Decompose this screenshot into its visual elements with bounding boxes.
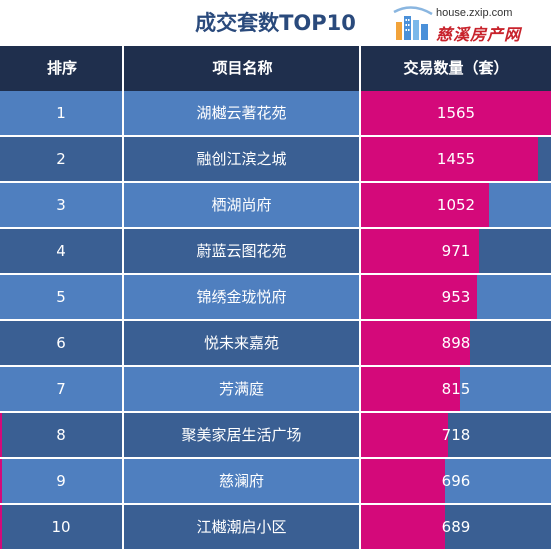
- name-cell-bg: [124, 321, 359, 365]
- volume-bar: [361, 275, 477, 319]
- volume-bar: [361, 367, 460, 411]
- table-row: 2 融创江滨之城 1455: [0, 137, 551, 181]
- volume-value: 971: [441, 242, 471, 260]
- name-cell-bg: [124, 459, 359, 503]
- table-row: 3 栖湖尚府 1052: [0, 183, 551, 227]
- table-row: 6 悦未来嘉苑 898: [0, 321, 551, 365]
- volume-value: 898: [441, 334, 471, 352]
- name-cell-bg: [124, 91, 359, 135]
- rank-label: 4: [56, 242, 66, 260]
- rank-cell-bg: [0, 413, 122, 457]
- project-name: 栖湖尚府: [211, 196, 272, 214]
- project-name: 蔚蓝云图花苑: [196, 242, 287, 260]
- rank-label: 10: [51, 518, 71, 536]
- volume-bar: [361, 413, 448, 457]
- logo-url: house.zxip.com: [436, 7, 513, 19]
- name-cell-bg: [124, 137, 359, 181]
- name-cell-bg: [124, 367, 359, 411]
- table-row: 9 慈澜府 696: [0, 459, 551, 503]
- row-accent-mark: [0, 413, 2, 457]
- volume-value: 1052: [436, 196, 476, 214]
- rank-label: 3: [56, 196, 66, 214]
- volume-value: 689: [441, 518, 471, 536]
- volume-value: 1455: [436, 150, 476, 168]
- table-row: 10 江樾潮启小区 689: [0, 505, 551, 549]
- table-row: 1 湖樾云著花苑 1565: [0, 91, 551, 135]
- rank-label: 9: [56, 472, 66, 490]
- rank-cell-bg: [0, 91, 122, 135]
- header-rank: 排序: [46, 59, 77, 77]
- table-row: 7 芳满庭 815: [0, 367, 551, 411]
- project-name: 江樾潮启小区: [196, 518, 287, 536]
- header-divider: [122, 46, 124, 91]
- project-name: 湖樾云著花苑: [196, 104, 287, 122]
- table-row: 5 锦绣金珑悦府 953: [0, 275, 551, 319]
- rank-cell-bg: [0, 505, 122, 549]
- volume-bar: [361, 321, 470, 365]
- rank-cell-bg: [0, 229, 122, 273]
- row-accent-mark: [0, 505, 2, 549]
- rank-label: 2: [56, 150, 66, 168]
- chart-title: 成交套数TOP10: [195, 11, 356, 35]
- row-accent-mark: [0, 459, 2, 503]
- logo-name: 慈溪房产网: [436, 25, 522, 44]
- volume-bar: [361, 459, 445, 503]
- rank-cell-bg: [0, 367, 122, 411]
- name-cell-bg: [124, 275, 359, 319]
- project-name: 悦未来嘉苑: [203, 334, 279, 352]
- volume-value: 953: [441, 288, 471, 306]
- table-row: 4 蔚蓝云图花苑 971: [0, 229, 551, 273]
- header-divider: [359, 46, 361, 91]
- rank-cell-bg: [0, 275, 122, 319]
- rank-label: 1: [56, 104, 66, 122]
- header-name: 项目名称: [212, 59, 273, 77]
- volume-value: 815: [441, 380, 471, 398]
- volume-value: 1565: [436, 104, 476, 122]
- rank-cell-bg: [0, 137, 122, 181]
- city-buildings-icon: [393, 6, 433, 40]
- name-cell-bg: [124, 229, 359, 273]
- project-name: 芳满庭: [218, 380, 264, 398]
- rank-cell-bg: [0, 183, 122, 227]
- rank-label: 8: [56, 426, 66, 444]
- rank-label: 5: [56, 288, 66, 306]
- rank-label: 7: [56, 380, 66, 398]
- rank-cell-bg: [0, 321, 122, 365]
- project-name: 锦绣金珑悦府: [196, 288, 287, 306]
- project-name: 慈澜府: [218, 472, 264, 490]
- volume-bar: [361, 137, 538, 181]
- project-name: 聚美家居生活广场: [181, 426, 302, 444]
- header-volume: 交易数量（套）: [403, 59, 509, 77]
- table-header: 排序 项目名称 交易数量（套）: [0, 46, 551, 91]
- project-name: 融创江滨之城: [196, 150, 287, 168]
- name-cell-bg: [124, 183, 359, 227]
- site-logo: house.zxip.com 慈溪房产网: [392, 4, 548, 44]
- volume-value: 696: [441, 472, 471, 490]
- name-cell-bg: [124, 413, 359, 457]
- volume-bar: [361, 229, 479, 273]
- volume-bar: [361, 505, 445, 549]
- volume-bar: [361, 91, 551, 135]
- table-row: 8 聚美家居生活广场 718: [0, 413, 551, 457]
- rank-cell-bg: [0, 459, 122, 503]
- table-body: 1 湖樾云著花苑 1565 2 融创江滨之城 1455 3 栖湖尚府 1052 4 蔚蓝云图花苑 97…: [0, 91, 551, 551]
- volume-value: 718: [441, 426, 471, 444]
- name-cell-bg: [124, 505, 359, 549]
- rank-label: 6: [56, 334, 66, 352]
- volume-bar: [361, 183, 489, 227]
